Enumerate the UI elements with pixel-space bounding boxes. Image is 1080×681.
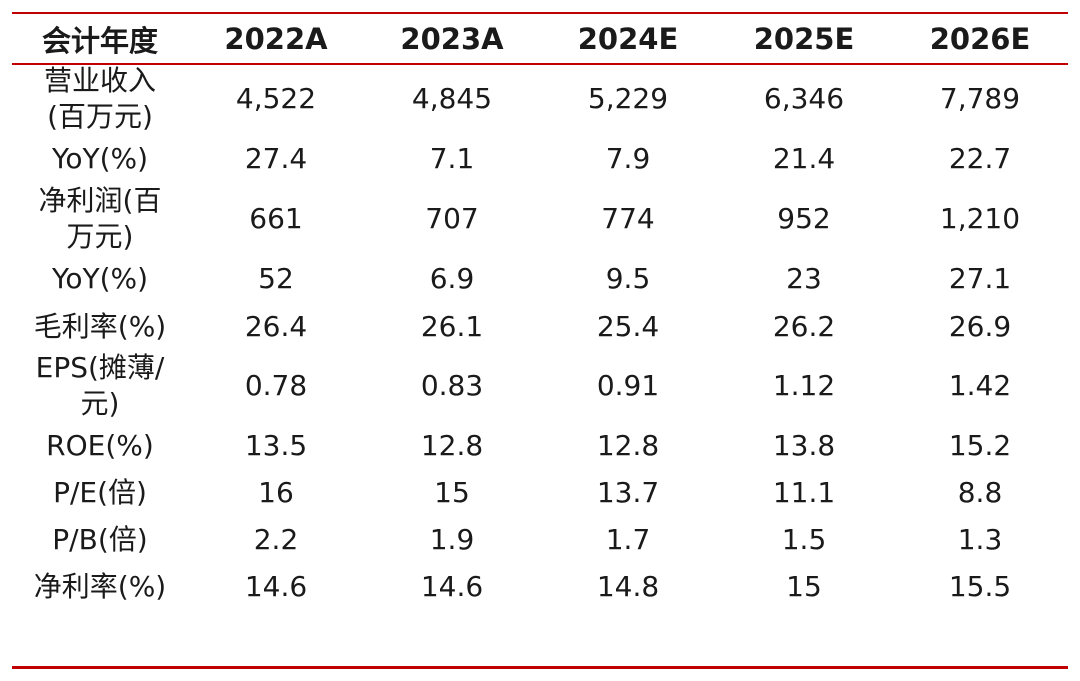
- row-label-line: 元): [80, 387, 120, 420]
- table-cell: 26.4: [244, 309, 308, 343]
- table-cell: 25.4: [596, 309, 660, 343]
- table-cell: 11.1: [772, 475, 836, 509]
- table-cell: 1.3: [957, 522, 1003, 556]
- row-label: P/E(倍): [53, 475, 147, 509]
- table-cell: 1.42: [948, 369, 1012, 402]
- table-cell: 52: [258, 262, 294, 295]
- header-cell-2024e: 2024E: [577, 21, 679, 56]
- table-cell: 23: [786, 262, 822, 295]
- table-cell: 2.2: [253, 522, 299, 556]
- table-cell: 707: [425, 202, 479, 235]
- table-row-gross-margin: 毛利率(%) 26.4 26.1 25.4 26.2 26.9: [12, 303, 1068, 350]
- table-header-rule: [12, 63, 1068, 65]
- table-cell: 8.8: [957, 475, 1003, 509]
- table-cell: 15.2: [948, 428, 1012, 462]
- table-cell: 15.5: [948, 569, 1012, 603]
- table-row-net-margin: 净利率(%) 14.6 14.6 14.8 15 15.5: [12, 563, 1068, 610]
- table-cell: 13.8: [772, 428, 836, 462]
- table-cell: 27.4: [244, 142, 308, 175]
- row-label-line: 净利润(百: [38, 184, 162, 217]
- table-cell: 22.7: [948, 142, 1012, 175]
- table-row-roe: ROE(%) 13.5 12.8 12.8 13.8 15.2: [12, 422, 1068, 469]
- table-cell: 1.9: [429, 522, 475, 556]
- header-cell-2023a: 2023A: [400, 21, 504, 56]
- table-row-net-profit: 净利润(百 万元) 661 707 774 952 1,210: [12, 183, 1068, 255]
- table-cell: 12.8: [420, 428, 484, 462]
- header-row: 会计年度 2022A 2023A 2024E 2025E 2026E: [12, 14, 1068, 63]
- table-cell: 1.12: [772, 369, 836, 402]
- table-cell: 26.1: [420, 309, 484, 343]
- table-body: 营业收入 (百万元) 4,522 4,845 5,229 6,346 7,789…: [12, 63, 1068, 610]
- table-cell: 0.91: [596, 369, 660, 402]
- table-cell: 9.5: [605, 262, 651, 295]
- table-row-eps: EPS(摊薄/ 元) 0.78 0.83 0.91 1.12 1.42: [12, 350, 1068, 422]
- row-label-line: 万元): [66, 220, 134, 253]
- table-row-pb: P/B(倍) 2.2 1.9 1.7 1.5 1.3: [12, 516, 1068, 563]
- table-cell: 21.4: [772, 142, 836, 175]
- financial-forecast-table: 会计年度 2022A 2023A 2024E 2025E 2026E 营业收入 …: [12, 14, 1068, 610]
- row-label: YoY(%): [51, 142, 149, 175]
- table-cell: 27.1: [948, 262, 1012, 295]
- table-cell: 26.9: [948, 309, 1012, 343]
- table-header: 会计年度 2022A 2023A 2024E 2025E 2026E: [12, 14, 1068, 63]
- table-row-revenue: 营业收入 (百万元) 4,522 4,845 5,229 6,346 7,789: [12, 63, 1068, 135]
- table-top-rule: [12, 12, 1068, 14]
- row-label: 营业收入 (百万元): [12, 63, 188, 135]
- row-label: YoY(%): [51, 262, 149, 295]
- table-cell: 15: [434, 475, 470, 509]
- table-cell: 12.8: [596, 428, 660, 462]
- table-cell: 7.1: [429, 142, 475, 175]
- row-label: 毛利率(%): [33, 309, 167, 343]
- table-cell: 14.6: [420, 569, 484, 603]
- table-cell: 26.2: [772, 309, 836, 343]
- row-label: 净利润(百 万元): [12, 183, 188, 255]
- table-cell: 14.8: [596, 569, 660, 603]
- table-cell: 7.9: [605, 142, 651, 175]
- table-cell: 0.78: [244, 369, 308, 402]
- table-cell: 15: [786, 569, 822, 603]
- header-cell-2026e: 2026E: [929, 21, 1031, 56]
- table-cell: 7,789: [939, 82, 1021, 115]
- table-cell: 16: [258, 475, 294, 509]
- table-cell: 4,845: [411, 82, 493, 115]
- table-cell: 952: [777, 202, 831, 235]
- table-cell: 6,346: [763, 82, 845, 115]
- table-cell: 774: [601, 202, 655, 235]
- table-cell: 14.6: [244, 569, 308, 603]
- table-cell: 0.83: [420, 369, 484, 402]
- table-cell: 5,229: [587, 82, 669, 115]
- row-label: EPS(摊薄/ 元): [12, 350, 188, 422]
- table-cell: 1.7: [605, 522, 651, 556]
- row-label: 净利率(%): [33, 569, 167, 603]
- table-cell: 13.7: [596, 475, 660, 509]
- row-label-line: EPS(摊薄/: [35, 351, 165, 384]
- table-cell: 1,210: [939, 202, 1021, 235]
- row-label-line: 营业收入: [43, 64, 156, 97]
- row-label: P/B(倍): [52, 522, 148, 556]
- row-label-line: (百万元): [47, 100, 153, 133]
- header-cell-2022a: 2022A: [224, 21, 328, 56]
- table-cell: 6.9: [429, 262, 475, 295]
- table-row-pe: P/E(倍) 16 15 13.7 11.1 8.8: [12, 469, 1068, 516]
- row-label: ROE(%): [46, 428, 154, 462]
- header-cell-2025e: 2025E: [753, 21, 855, 56]
- table-cell: 661: [249, 202, 303, 235]
- table-bottom-rule: [12, 666, 1068, 669]
- table-row-revenue-yoy: YoY(%) 27.4 7.1 7.9 21.4 22.7: [12, 135, 1068, 183]
- table-cell: 13.5: [244, 428, 308, 462]
- table-cell: 4,522: [235, 82, 317, 115]
- table-cell: 1.5: [781, 522, 827, 556]
- table-row-net-profit-yoy: YoY(%) 52 6.9 9.5 23 27.1: [12, 255, 1068, 303]
- header-cell-fiscal-year: 会计年度: [41, 23, 158, 58]
